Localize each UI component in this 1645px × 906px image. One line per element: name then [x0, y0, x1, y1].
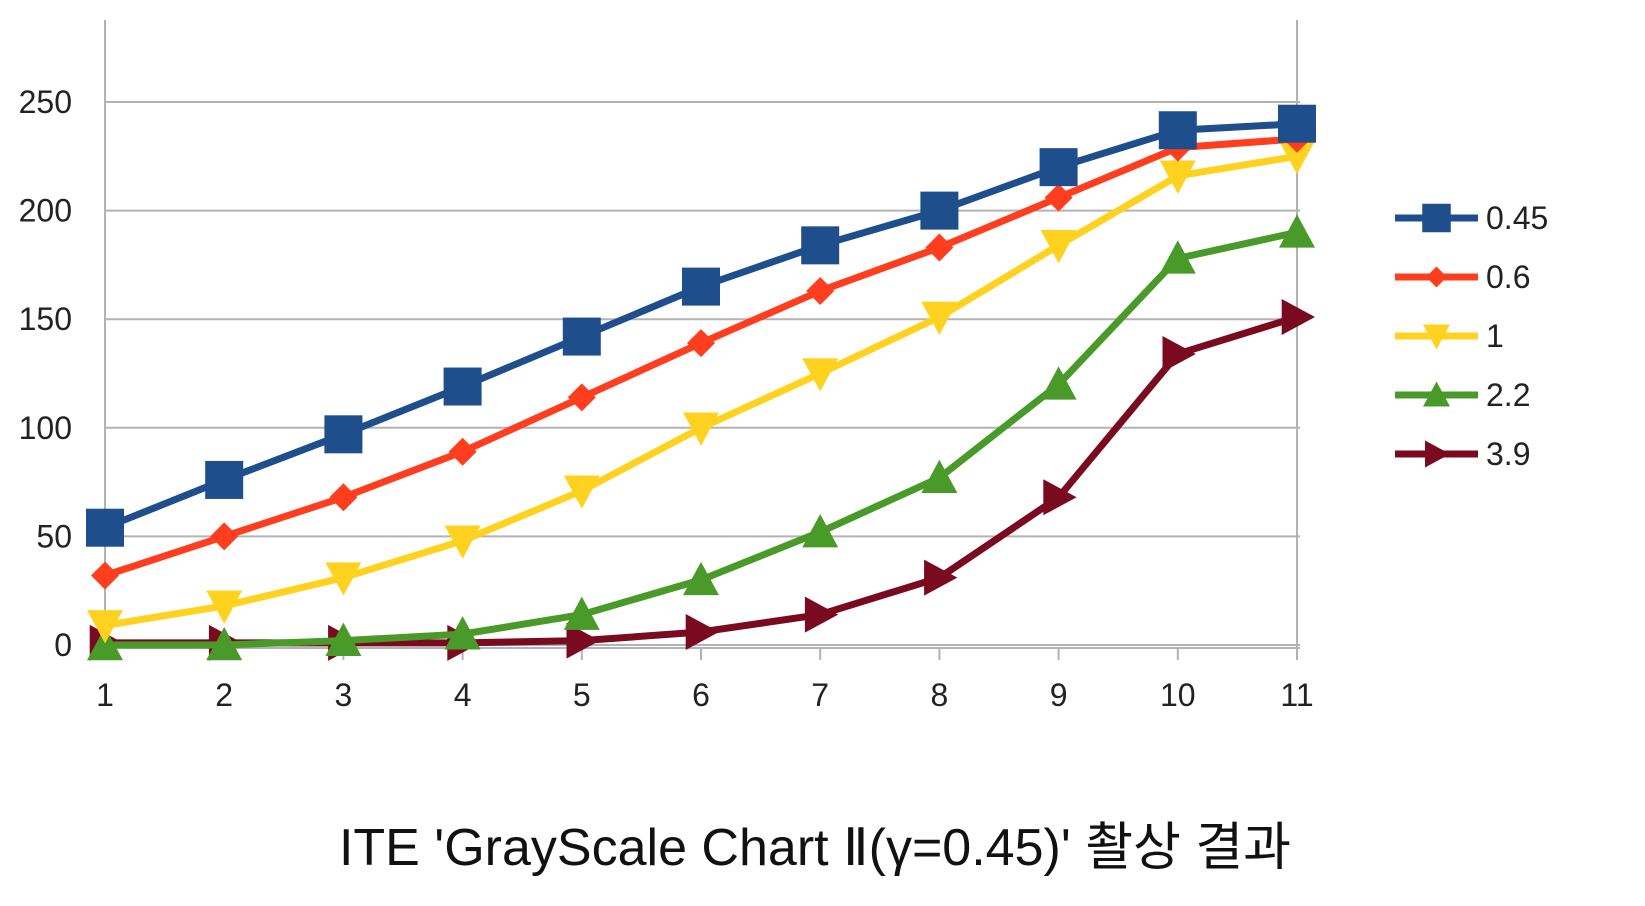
y-tick-label: 50 — [36, 518, 72, 554]
x-tick-label: 2 — [215, 677, 233, 713]
data-point — [205, 460, 244, 499]
data-point — [1281, 299, 1315, 336]
series-1 — [87, 141, 1315, 644]
data-point — [1044, 183, 1073, 212]
data-point — [1159, 160, 1196, 194]
grid-lines — [105, 101, 1300, 646]
data-point — [685, 613, 719, 650]
data-point — [206, 590, 243, 624]
data-point — [921, 459, 958, 494]
data-point — [802, 358, 839, 392]
data-point — [921, 301, 958, 336]
data-point — [325, 562, 362, 596]
data-point — [1040, 230, 1077, 264]
data-point — [1159, 240, 1196, 274]
series-line — [101, 135, 1301, 579]
series-2.2 — [87, 214, 1315, 661]
data-point — [683, 412, 719, 446]
data-point — [563, 596, 600, 630]
data-point — [448, 437, 477, 466]
data-point — [920, 191, 959, 230]
legend-marker — [1422, 203, 1451, 233]
x-axis-tick-labels: 1 2 3 4 5 6 7 8 9 10 11 — [96, 677, 1314, 713]
y-tick-label: 150 — [19, 301, 72, 337]
data-point — [86, 508, 124, 547]
series-line — [101, 152, 1301, 629]
x-tick-label: 10 — [1160, 677, 1196, 713]
data-point — [444, 525, 481, 559]
data-point — [801, 226, 840, 265]
legend-label: 2.2 — [1486, 377, 1530, 413]
legend-item: 3.9 — [1395, 436, 1530, 472]
data-point — [567, 383, 596, 412]
data-point — [683, 561, 719, 596]
legend-label: 0.45 — [1486, 200, 1548, 236]
legend-item: 1 — [1395, 318, 1504, 354]
x-tick-label: 4 — [454, 677, 472, 713]
x-tick-label: 8 — [931, 677, 949, 713]
data-point — [210, 522, 239, 551]
legend-marker — [1425, 440, 1450, 468]
data-point — [1279, 141, 1315, 175]
data-point — [682, 267, 720, 306]
legend-item: 0.6 — [1395, 259, 1530, 295]
data-point — [329, 483, 358, 512]
legend-label: 0.6 — [1486, 259, 1530, 295]
y-tick-label: 0 — [54, 627, 72, 663]
data-point — [87, 610, 123, 644]
legend-item: 0.45 — [1395, 200, 1548, 236]
legend-label: 1 — [1486, 318, 1504, 354]
data-point — [802, 514, 839, 548]
data-point — [91, 561, 119, 590]
x-tick-label: 7 — [811, 677, 829, 713]
data-point — [444, 616, 481, 650]
y-tick-label: 100 — [19, 410, 72, 446]
chart-caption: ITE 'GrayScale Chart Ⅱ(γ=0.45)' 촬상 결과 — [339, 819, 1291, 877]
series-0.6 — [91, 124, 1311, 590]
y-tick-label: 250 — [19, 84, 72, 120]
legend-item: 2.2 — [1395, 377, 1530, 413]
data-point — [206, 627, 243, 661]
data-point — [562, 317, 601, 356]
data-point — [924, 559, 958, 596]
y-axis-tick-labels: 0 50 100 150 200 250 — [19, 84, 72, 663]
data-point — [1043, 479, 1077, 516]
data-point — [1278, 104, 1316, 143]
data-point — [566, 622, 600, 659]
data-point — [804, 596, 839, 633]
chart-legend: 0.45 0.6 1 2.2 3.9 — [1395, 200, 1548, 472]
x-tick-label: 3 — [335, 677, 353, 713]
data-point — [87, 627, 123, 661]
data-point — [563, 475, 600, 509]
data-point — [325, 622, 362, 656]
data-point — [443, 367, 482, 406]
data-point — [1039, 148, 1078, 187]
data-point — [324, 415, 363, 454]
data-point — [687, 329, 715, 358]
data-point — [1279, 214, 1315, 248]
x-tick-label: 6 — [692, 677, 710, 713]
legend-marker — [1423, 381, 1450, 407]
x-tick-label: 11 — [1280, 677, 1313, 713]
y-tick-label: 200 — [19, 193, 72, 229]
data-point — [1162, 335, 1196, 372]
data-point — [925, 233, 954, 262]
data-point — [806, 276, 835, 305]
data-point — [1040, 366, 1077, 400]
legend-marker — [1426, 266, 1447, 288]
x-tick-label: 1 — [96, 677, 114, 713]
x-tick-label: 9 — [1050, 677, 1068, 713]
data-point — [1158, 111, 1197, 150]
legend-label: 3.9 — [1486, 436, 1530, 472]
x-tick-label: 5 — [573, 677, 591, 713]
legend-marker — [1423, 324, 1450, 350]
series-0.45 — [86, 104, 1316, 547]
chart-series — [86, 104, 1316, 661]
